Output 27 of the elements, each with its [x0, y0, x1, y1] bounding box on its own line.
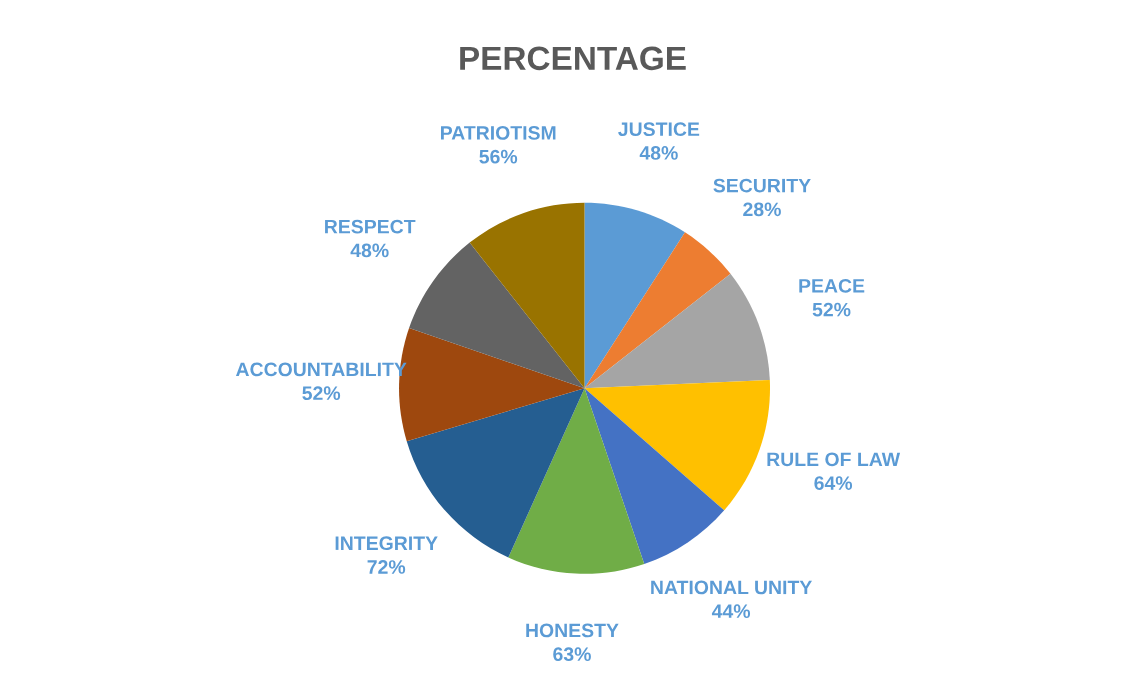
- slice-label: PATRIOTISM: [441, 126, 556, 140]
- data-label: 48%: [350, 243, 389, 258]
- slice-label: SECURITY: [713, 178, 811, 193]
- pie-slice: [584, 202, 685, 389]
- data-label: 52%: [302, 386, 341, 401]
- pie-slice: [584, 232, 731, 389]
- data-label: 44%: [711, 604, 751, 619]
- slice-label: INTEGRITY: [335, 536, 438, 551]
- slice-label: HONESTY: [526, 623, 619, 638]
- chart-title: PERCENTAGE: [460, 46, 686, 71]
- pie-slice: [584, 273, 770, 389]
- data-label: 56%: [479, 149, 518, 164]
- data-label: 63%: [553, 647, 591, 662]
- slice-label: RULE OF LAW: [767, 452, 901, 467]
- data-label: 72%: [367, 560, 406, 574]
- pie-slice: [508, 388, 645, 574]
- pie-slice: [409, 242, 585, 389]
- slice-label: PEACE: [799, 278, 865, 293]
- pie-slice: [469, 202, 585, 389]
- data-label: 64%: [814, 476, 853, 490]
- slice-label: NATIONAL UNITY: [651, 580, 812, 595]
- slice-label: RESPECT: [325, 219, 416, 234]
- data-label: 28%: [743, 202, 781, 217]
- data-label: 52%: [812, 302, 851, 317]
- data-label: 48%: [639, 146, 678, 160]
- slice-label: JUSTICE: [618, 122, 700, 137]
- pie-slice: [584, 388, 725, 564]
